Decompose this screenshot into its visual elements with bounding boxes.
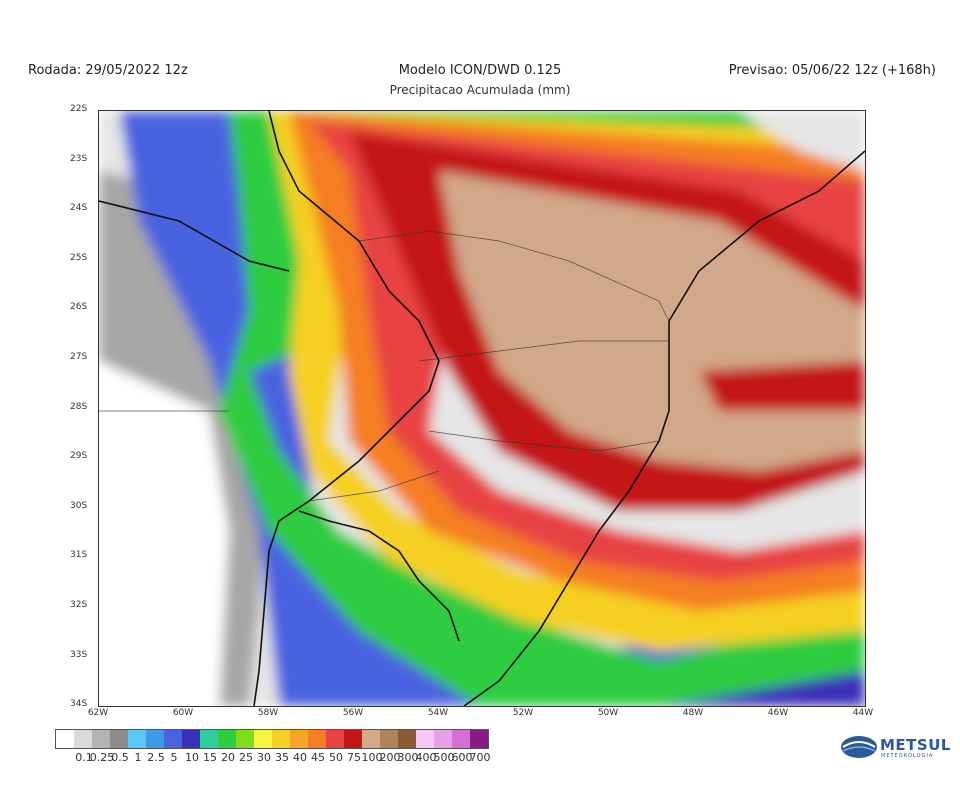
colorbar-label: 50 — [329, 751, 343, 764]
lon-tick: 44W — [852, 708, 874, 718]
precipitation-map — [98, 110, 866, 707]
lat-tick: 32S — [70, 600, 88, 610]
colorbar-label: 2.5 — [147, 751, 165, 764]
colorbar-label: 300 — [397, 751, 419, 764]
colorbar-swatch — [92, 730, 110, 748]
colorbar-swatch — [452, 730, 470, 748]
run-date-label: Rodada: 29/05/2022 12z — [28, 63, 188, 78]
colorbar-label: 25 — [239, 751, 253, 764]
lat-tick: 23S — [70, 153, 88, 164]
colorbar-swatch — [236, 730, 254, 748]
colorbar-label: 200 — [379, 751, 401, 764]
colorbar-label: 500 — [433, 751, 455, 764]
lat-tick: 24S — [70, 203, 88, 214]
lat-tick: 26S — [70, 302, 88, 313]
colorbar-swatch — [164, 730, 182, 748]
colorbar-swatch — [254, 730, 272, 748]
lat-tick: 31S — [70, 550, 88, 561]
colorbar-label: 600 — [451, 751, 473, 764]
colorbar-swatch — [182, 730, 200, 748]
colorbar-label: 45 — [311, 751, 325, 764]
lat-tick: 33S — [70, 649, 88, 660]
colorbar-swatch — [362, 730, 380, 748]
lat-tick: 30S — [70, 500, 88, 511]
state-borders — [99, 230, 670, 502]
lon-tick: 58W — [257, 708, 279, 718]
colorbar-label: 30 — [257, 751, 271, 764]
colorbar-label: 20 — [221, 751, 235, 764]
precipitation-colorbar — [55, 729, 489, 749]
lat-tick: 34S — [70, 699, 88, 710]
colorbar-swatch — [128, 730, 146, 748]
logo-tagline: METEOROLOGIA — [881, 753, 934, 759]
colorbar-label: 40 — [293, 751, 307, 764]
colorbar-label: 700 — [469, 751, 491, 764]
colorbar-label: 10 — [185, 751, 199, 764]
colorbar-swatch — [380, 730, 398, 748]
colorbar-swatch — [326, 730, 344, 748]
lon-tick: 46W — [767, 708, 789, 718]
colorbar-swatch — [290, 730, 308, 748]
lat-tick: 22S — [70, 104, 88, 114]
forecast-date-label: Previsao: 05/06/22 12z (+168h) — [728, 63, 936, 78]
colorbar-swatch — [470, 730, 488, 748]
lon-tick: 52W — [512, 708, 534, 718]
lon-tick: 48W — [682, 708, 704, 718]
colorbar-swatch — [146, 730, 164, 748]
logo-name: METSUL — [880, 736, 951, 754]
colorbar-swatch — [416, 730, 434, 748]
lon-tick: 56W — [342, 708, 364, 718]
map-subtitle: Precipitacao Acumulada (mm) — [389, 83, 571, 97]
colorbar-swatch — [434, 730, 452, 748]
colorbar-label: 35 — [275, 751, 289, 764]
lat-tick: 29S — [70, 451, 88, 462]
colorbar-swatch — [398, 730, 416, 748]
colorbar-swatch — [218, 730, 236, 748]
colorbar-swatch — [74, 730, 92, 748]
colorbar-label: 0.5 — [111, 751, 129, 764]
colorbar-label: 0.25 — [89, 751, 115, 764]
colorbar-swatch — [272, 730, 290, 748]
lon-tick: 60W — [172, 708, 194, 718]
colorbar-swatch — [344, 730, 362, 748]
country-borders — [99, 111, 865, 706]
colorbar-label: 75 — [347, 751, 361, 764]
lat-tick: 27S — [70, 352, 88, 362]
metsul-logo-icon — [841, 736, 877, 758]
lon-tick: 50W — [597, 708, 619, 718]
colorbar-swatch — [110, 730, 128, 748]
colorbar-label: 0.1 — [75, 751, 93, 764]
lon-tick: 62W — [87, 708, 109, 718]
colorbar-swatch — [308, 730, 326, 748]
colorbar-label: 1 — [134, 751, 142, 764]
colorbar-label: 5 — [170, 751, 178, 764]
lat-tick: 28S — [70, 401, 88, 412]
lon-tick: 54W — [427, 708, 449, 718]
colorbar-label: 400 — [415, 751, 437, 764]
colorbar-label: 100 — [361, 751, 383, 764]
precipitation-field — [99, 111, 865, 706]
colorbar-swatch — [200, 730, 218, 748]
colorbar-swatch — [56, 730, 74, 748]
model-title: Modelo ICON/DWD 0.125 — [398, 63, 562, 78]
lat-tick: 25S — [70, 252, 88, 263]
colorbar-label: 15 — [203, 751, 217, 764]
